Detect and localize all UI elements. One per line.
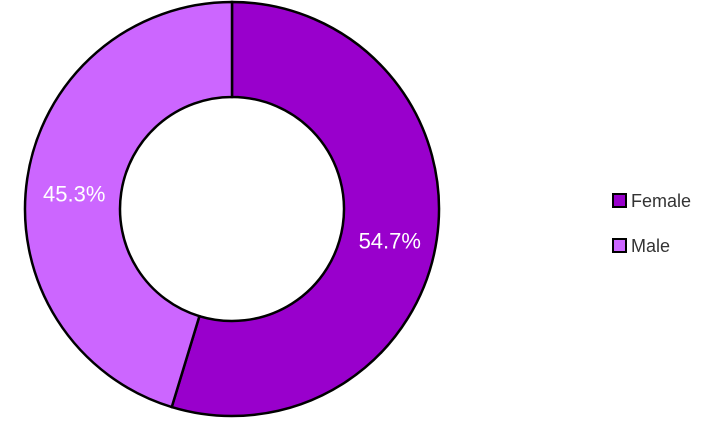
legend-label: Female <box>631 191 691 211</box>
donut-segment <box>23 0 234 409</box>
data-label: 54.7% <box>359 228 421 253</box>
legend-label: Male <box>631 236 670 256</box>
data-label: 45.3% <box>43 181 105 206</box>
legend-swatch <box>612 238 627 253</box>
legend-swatch <box>612 193 627 208</box>
donut-segment <box>170 0 441 418</box>
